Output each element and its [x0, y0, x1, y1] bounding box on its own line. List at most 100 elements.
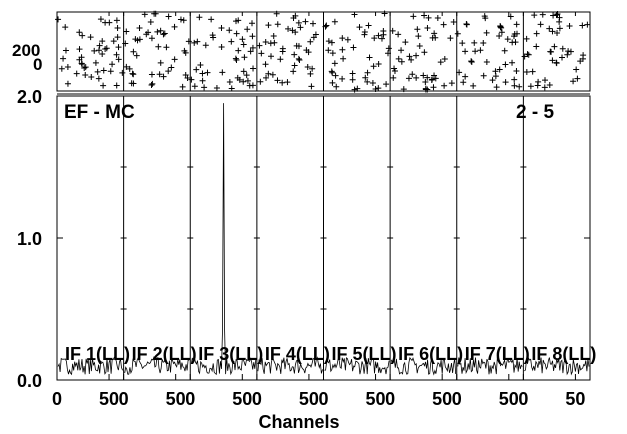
phase-point [432, 75, 439, 82]
phase-point [498, 29, 505, 36]
phase-point [424, 25, 431, 32]
phase-point [325, 47, 332, 54]
phase-point [559, 45, 566, 52]
phase-point [539, 11, 546, 18]
phase-point [97, 16, 104, 23]
phase-point [157, 27, 164, 34]
phase-point [76, 46, 83, 53]
phase-point [103, 45, 110, 52]
phase-point [492, 73, 499, 80]
phase-ytick-label: 0 [33, 55, 42, 74]
phase-point [123, 28, 130, 35]
phase-point [119, 69, 126, 76]
phase-point [99, 38, 106, 45]
phase-point [395, 31, 402, 38]
phase-point [204, 69, 211, 76]
phase-point [531, 12, 538, 19]
phase-point [553, 59, 560, 66]
phase-point [364, 69, 371, 76]
phase-point [188, 76, 195, 83]
phase-point [441, 82, 448, 89]
phase-point [349, 76, 356, 83]
amplitude-series-if6 [390, 356, 457, 376]
phase-point [493, 84, 500, 91]
phase-point [365, 22, 372, 29]
phase-point [128, 80, 135, 87]
phase-point [171, 56, 178, 63]
phase-point [459, 40, 466, 47]
phase-point [267, 40, 274, 47]
phase-point [509, 39, 516, 46]
phase-point [580, 52, 587, 59]
phase-point [240, 41, 247, 48]
phase-point [308, 83, 315, 90]
phase-point [339, 35, 346, 42]
phase-point [329, 79, 336, 86]
phase-point [312, 31, 319, 38]
amplitude-series-if3 [190, 103, 257, 376]
phase-point [471, 39, 478, 46]
phase-point [405, 75, 412, 82]
phase-point [149, 80, 156, 87]
phase-point [559, 54, 566, 61]
phase-point [375, 32, 382, 39]
phase-point [100, 67, 107, 74]
phase-point [213, 85, 220, 92]
panel-label: IF 8(LL) [531, 344, 596, 364]
phase-point [154, 28, 161, 35]
phase-point [523, 69, 530, 76]
phase-point [269, 71, 276, 78]
phase-point [462, 48, 469, 55]
phase-point [566, 23, 573, 30]
phase-point [262, 39, 269, 46]
phase-point [161, 30, 168, 37]
phase-point [129, 70, 136, 77]
x-tick-label: 50 [166, 389, 186, 409]
phase-point [509, 59, 516, 66]
phase-point [496, 33, 503, 40]
phase-point [179, 83, 186, 90]
phase-point [350, 44, 357, 51]
phase-point [228, 85, 235, 92]
phase-panel-area [55, 10, 591, 93]
phase-point [290, 68, 297, 75]
phase-point [380, 31, 387, 38]
phase-point [263, 74, 270, 81]
phase-point [339, 75, 346, 82]
phase-point [199, 77, 206, 84]
phase-point [247, 48, 254, 55]
baseline-label: 2 - 5 [516, 102, 554, 123]
phase-point [110, 38, 117, 45]
phase-point [82, 64, 89, 71]
phase-point [470, 82, 477, 89]
phase-point [171, 23, 178, 30]
phase-point [362, 74, 369, 81]
phase-point [100, 82, 107, 89]
phase-point [177, 16, 184, 23]
phase-point [133, 52, 140, 59]
phase-point [249, 82, 256, 89]
phase-point [389, 27, 396, 34]
phase-point [542, 77, 549, 84]
phase-point [78, 60, 85, 67]
phase-point [385, 45, 392, 52]
phase-point [284, 79, 291, 86]
phase-point [241, 54, 248, 61]
phase-point [244, 77, 251, 84]
phase-point [551, 43, 558, 50]
phase-point [447, 35, 454, 42]
phase-point [115, 56, 122, 63]
phase-point [240, 68, 247, 75]
amplitude-series-if4 [257, 356, 323, 374]
phase-point [556, 25, 563, 32]
phase-point [302, 18, 309, 25]
phase-point [523, 35, 530, 42]
phase-point [414, 26, 421, 33]
amp-ytick-label: 0.0 [17, 371, 42, 391]
phase-point [511, 82, 518, 89]
phase-point [193, 66, 200, 73]
phase-point [201, 84, 208, 91]
phase-point [480, 72, 487, 79]
phase-point [413, 52, 420, 59]
